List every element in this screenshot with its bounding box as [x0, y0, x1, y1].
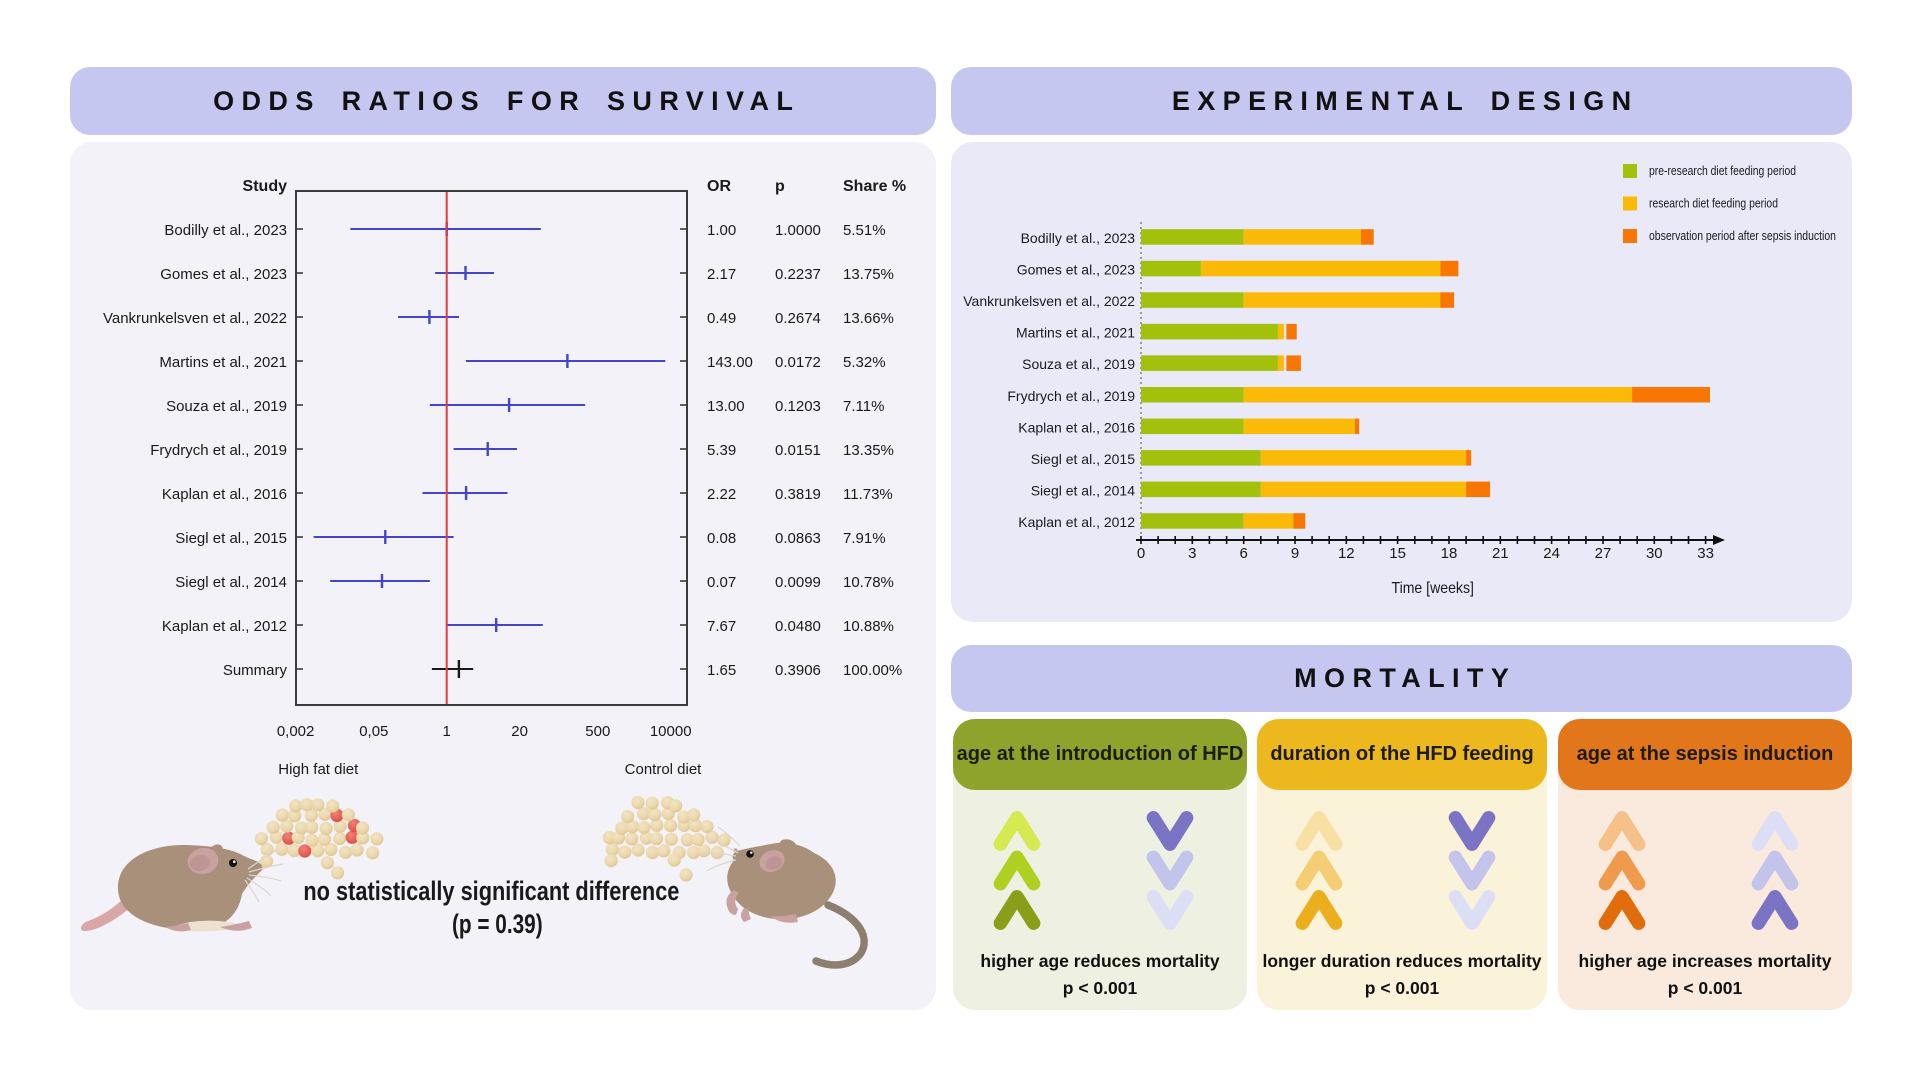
svg-text:12: 12 — [1338, 545, 1355, 562]
svg-text:Kaplan et al., 2016: Kaplan et al., 2016 — [162, 486, 287, 503]
svg-text:100.00%: 100.00% — [843, 662, 902, 679]
svg-text:OR: OR — [707, 178, 731, 195]
svg-text:0.0172: 0.0172 — [775, 354, 821, 371]
svg-text:Kaplan et al., 2016: Kaplan et al., 2016 — [1018, 419, 1135, 435]
svg-text:Gomes et al., 2023: Gomes et al., 2023 — [160, 266, 287, 283]
svg-text:Martins et al., 2021: Martins et al., 2021 — [159, 354, 287, 371]
svg-text:1.00: 1.00 — [707, 222, 736, 239]
svg-text:7.91%: 7.91% — [843, 530, 886, 547]
svg-text:Vankrunkelsven et al., 2022: Vankrunkelsven et al., 2022 — [963, 293, 1135, 309]
svg-text:1: 1 — [443, 723, 451, 740]
svg-text:13.35%: 13.35% — [843, 442, 894, 459]
svg-text:0.08: 0.08 — [707, 530, 736, 547]
svg-text:p: p — [775, 178, 785, 195]
svg-text:Siegl et al., 2015: Siegl et al., 2015 — [1031, 451, 1136, 467]
svg-text:10.88%: 10.88% — [843, 618, 894, 635]
svg-text:Study: Study — [243, 178, 288, 195]
svg-text:Bodilly et al., 2023: Bodilly et al., 2023 — [164, 222, 287, 239]
svg-text:0.2237: 0.2237 — [775, 266, 821, 283]
svg-text:0,05: 0,05 — [359, 723, 388, 740]
svg-text:Bodilly et al., 2023: Bodilly et al., 2023 — [1021, 230, 1136, 246]
svg-text:5.32%: 5.32% — [843, 354, 886, 371]
svg-text:Frydrych et al., 2019: Frydrych et al., 2019 — [150, 442, 287, 459]
svg-text:0.2674: 0.2674 — [775, 310, 821, 327]
svg-text:0.0863: 0.0863 — [775, 530, 821, 547]
svg-text:15: 15 — [1389, 545, 1406, 562]
svg-text:observation period after sepsi: observation period after sepsis inductio… — [1649, 228, 1836, 243]
svg-text:0.07: 0.07 — [707, 574, 736, 591]
svg-text:0: 0 — [1137, 545, 1145, 562]
svg-text:0.3819: 0.3819 — [775, 486, 821, 503]
svg-text:Souza et al., 2019: Souza et al., 2019 — [166, 398, 287, 415]
svg-text:7.11%: 7.11% — [843, 398, 884, 415]
svg-text:10000: 10000 — [650, 723, 692, 740]
svg-text:Siegl et al., 2014: Siegl et al., 2014 — [1031, 482, 1136, 498]
svg-text:Kaplan et al., 2012: Kaplan et al., 2012 — [162, 618, 287, 635]
svg-text:2.22: 2.22 — [707, 486, 736, 503]
svg-text:30: 30 — [1646, 545, 1663, 562]
svg-text:Gomes et al., 2023: Gomes et al., 2023 — [1017, 262, 1136, 278]
svg-text:research diet feeding period: research diet feeding period — [1649, 196, 1778, 211]
svg-text:143.00: 143.00 — [707, 354, 753, 371]
svg-text:Share %: Share % — [843, 178, 906, 195]
svg-text:18: 18 — [1441, 545, 1458, 562]
svg-text:0.49: 0.49 — [707, 310, 736, 327]
svg-text:13.75%: 13.75% — [843, 266, 894, 283]
svg-text:0.3906: 0.3906 — [775, 662, 821, 679]
svg-text:9: 9 — [1291, 545, 1299, 562]
svg-text:6: 6 — [1240, 545, 1248, 562]
svg-text:27: 27 — [1595, 545, 1612, 562]
svg-text:pre-research diet feeding peri: pre-research diet feeding period — [1649, 163, 1796, 178]
svg-text:1.65: 1.65 — [707, 662, 736, 679]
svg-text:Souza et al., 2019: Souza et al., 2019 — [1022, 356, 1135, 372]
svg-text:13.66%: 13.66% — [843, 310, 894, 327]
svg-text:0,002: 0,002 — [277, 723, 315, 740]
svg-text:5.51%: 5.51% — [843, 222, 886, 239]
svg-text:21: 21 — [1492, 545, 1509, 562]
svg-text:Siegl et al., 2015: Siegl et al., 2015 — [175, 530, 287, 547]
svg-text:5.39: 5.39 — [707, 442, 736, 459]
svg-text:7.67: 7.67 — [707, 618, 736, 635]
svg-text:Siegl et al., 2014: Siegl et al., 2014 — [175, 574, 287, 591]
svg-text:Time [weeks]: Time [weeks] — [1391, 580, 1473, 597]
svg-text:0.0099: 0.0099 — [775, 574, 821, 591]
svg-text:24: 24 — [1543, 545, 1560, 562]
svg-text:13.00: 13.00 — [707, 398, 745, 415]
svg-text:0.0480: 0.0480 — [775, 618, 821, 635]
svg-text:11.73%: 11.73% — [843, 486, 893, 503]
svg-text:Vankrunkelsven et al., 2022: Vankrunkelsven et al., 2022 — [103, 310, 287, 327]
svg-text:1.0000: 1.0000 — [775, 222, 821, 239]
svg-text:no statistically significant d: no statistically significant difference — [303, 877, 679, 907]
svg-text:High fat diet: High fat diet — [278, 761, 359, 778]
svg-text:500: 500 — [585, 723, 610, 740]
svg-text:20: 20 — [511, 723, 528, 740]
svg-text:33: 33 — [1697, 545, 1714, 562]
svg-text:2.17: 2.17 — [707, 266, 736, 283]
svg-text:Summary: Summary — [223, 662, 288, 679]
svg-text:0.0151: 0.0151 — [775, 442, 821, 459]
svg-text:(p = 0.39): (p = 0.39) — [452, 909, 543, 939]
svg-text:Martins et al., 2021: Martins et al., 2021 — [1016, 325, 1135, 341]
svg-text:3: 3 — [1188, 545, 1196, 562]
svg-text:10.78%: 10.78% — [843, 574, 894, 591]
svg-text:Frydrych et al., 2019: Frydrych et al., 2019 — [1007, 388, 1135, 404]
svg-text:0.1203: 0.1203 — [775, 398, 821, 415]
svg-text:Control diet: Control diet — [625, 761, 703, 778]
svg-text:Kaplan et al., 2012: Kaplan et al., 2012 — [1018, 514, 1135, 530]
